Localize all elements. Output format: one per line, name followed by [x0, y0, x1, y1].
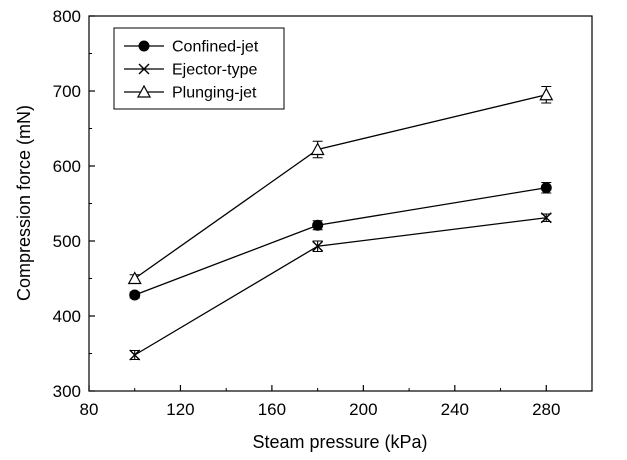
- axis-ticks: 80 120 160 200 240 280 300 400 500 600 700 800: [53, 7, 561, 419]
- y-axis-label: Compression force (mN): [14, 105, 34, 301]
- x-tick-label: 120: [166, 400, 194, 419]
- legend-marker: [138, 40, 150, 52]
- x-tick-label: 200: [349, 400, 377, 419]
- legend-item: Ejector-type: [124, 62, 257, 79]
- y-tick-label: 400: [53, 307, 81, 326]
- data-point: [539, 87, 554, 101]
- x-tick-label: 280: [532, 400, 560, 419]
- x-tick-label: 240: [441, 400, 469, 419]
- data-point: [129, 349, 141, 361]
- legend-marker: [138, 63, 150, 75]
- series-line: [134, 187, 547, 296]
- y-tick-label: 700: [53, 82, 81, 101]
- data-point: [310, 142, 325, 156]
- series-ejector-type: [129, 212, 552, 361]
- legend: Confined-jet Ejector-type Plunging-jet: [113, 27, 285, 110]
- y-tick-label: 600: [53, 157, 81, 176]
- y-tick-label: 500: [53, 232, 81, 251]
- series-line: [134, 94, 547, 280]
- series-plunging-jet: [127, 85, 554, 285]
- y-tick-label: 800: [53, 7, 81, 26]
- data-point: [127, 271, 142, 285]
- legend-marker: [136, 84, 152, 98]
- data-point: [129, 289, 141, 301]
- legend-item: Confined-jet: [124, 39, 259, 56]
- series-line: [134, 217, 547, 356]
- data-series: [127, 85, 554, 361]
- data-point: [312, 240, 324, 252]
- data-point: [540, 182, 552, 194]
- legend-item: Plunging-jet: [124, 85, 257, 102]
- series-confined-jet: [129, 181, 552, 301]
- data-point: [540, 212, 552, 224]
- y-tick-label: 300: [53, 382, 81, 401]
- legend-label: Confined-jet: [172, 39, 259, 56]
- x-tick-label: 80: [80, 400, 99, 419]
- plot-frame: [88, 15, 593, 392]
- x-tick-label: 160: [258, 400, 286, 419]
- legend-label: Ejector-type: [172, 62, 257, 79]
- data-point: [312, 219, 324, 231]
- legend-label: Plunging-jet: [172, 85, 257, 102]
- x-axis-label: Steam pressure (kPa): [252, 432, 427, 452]
